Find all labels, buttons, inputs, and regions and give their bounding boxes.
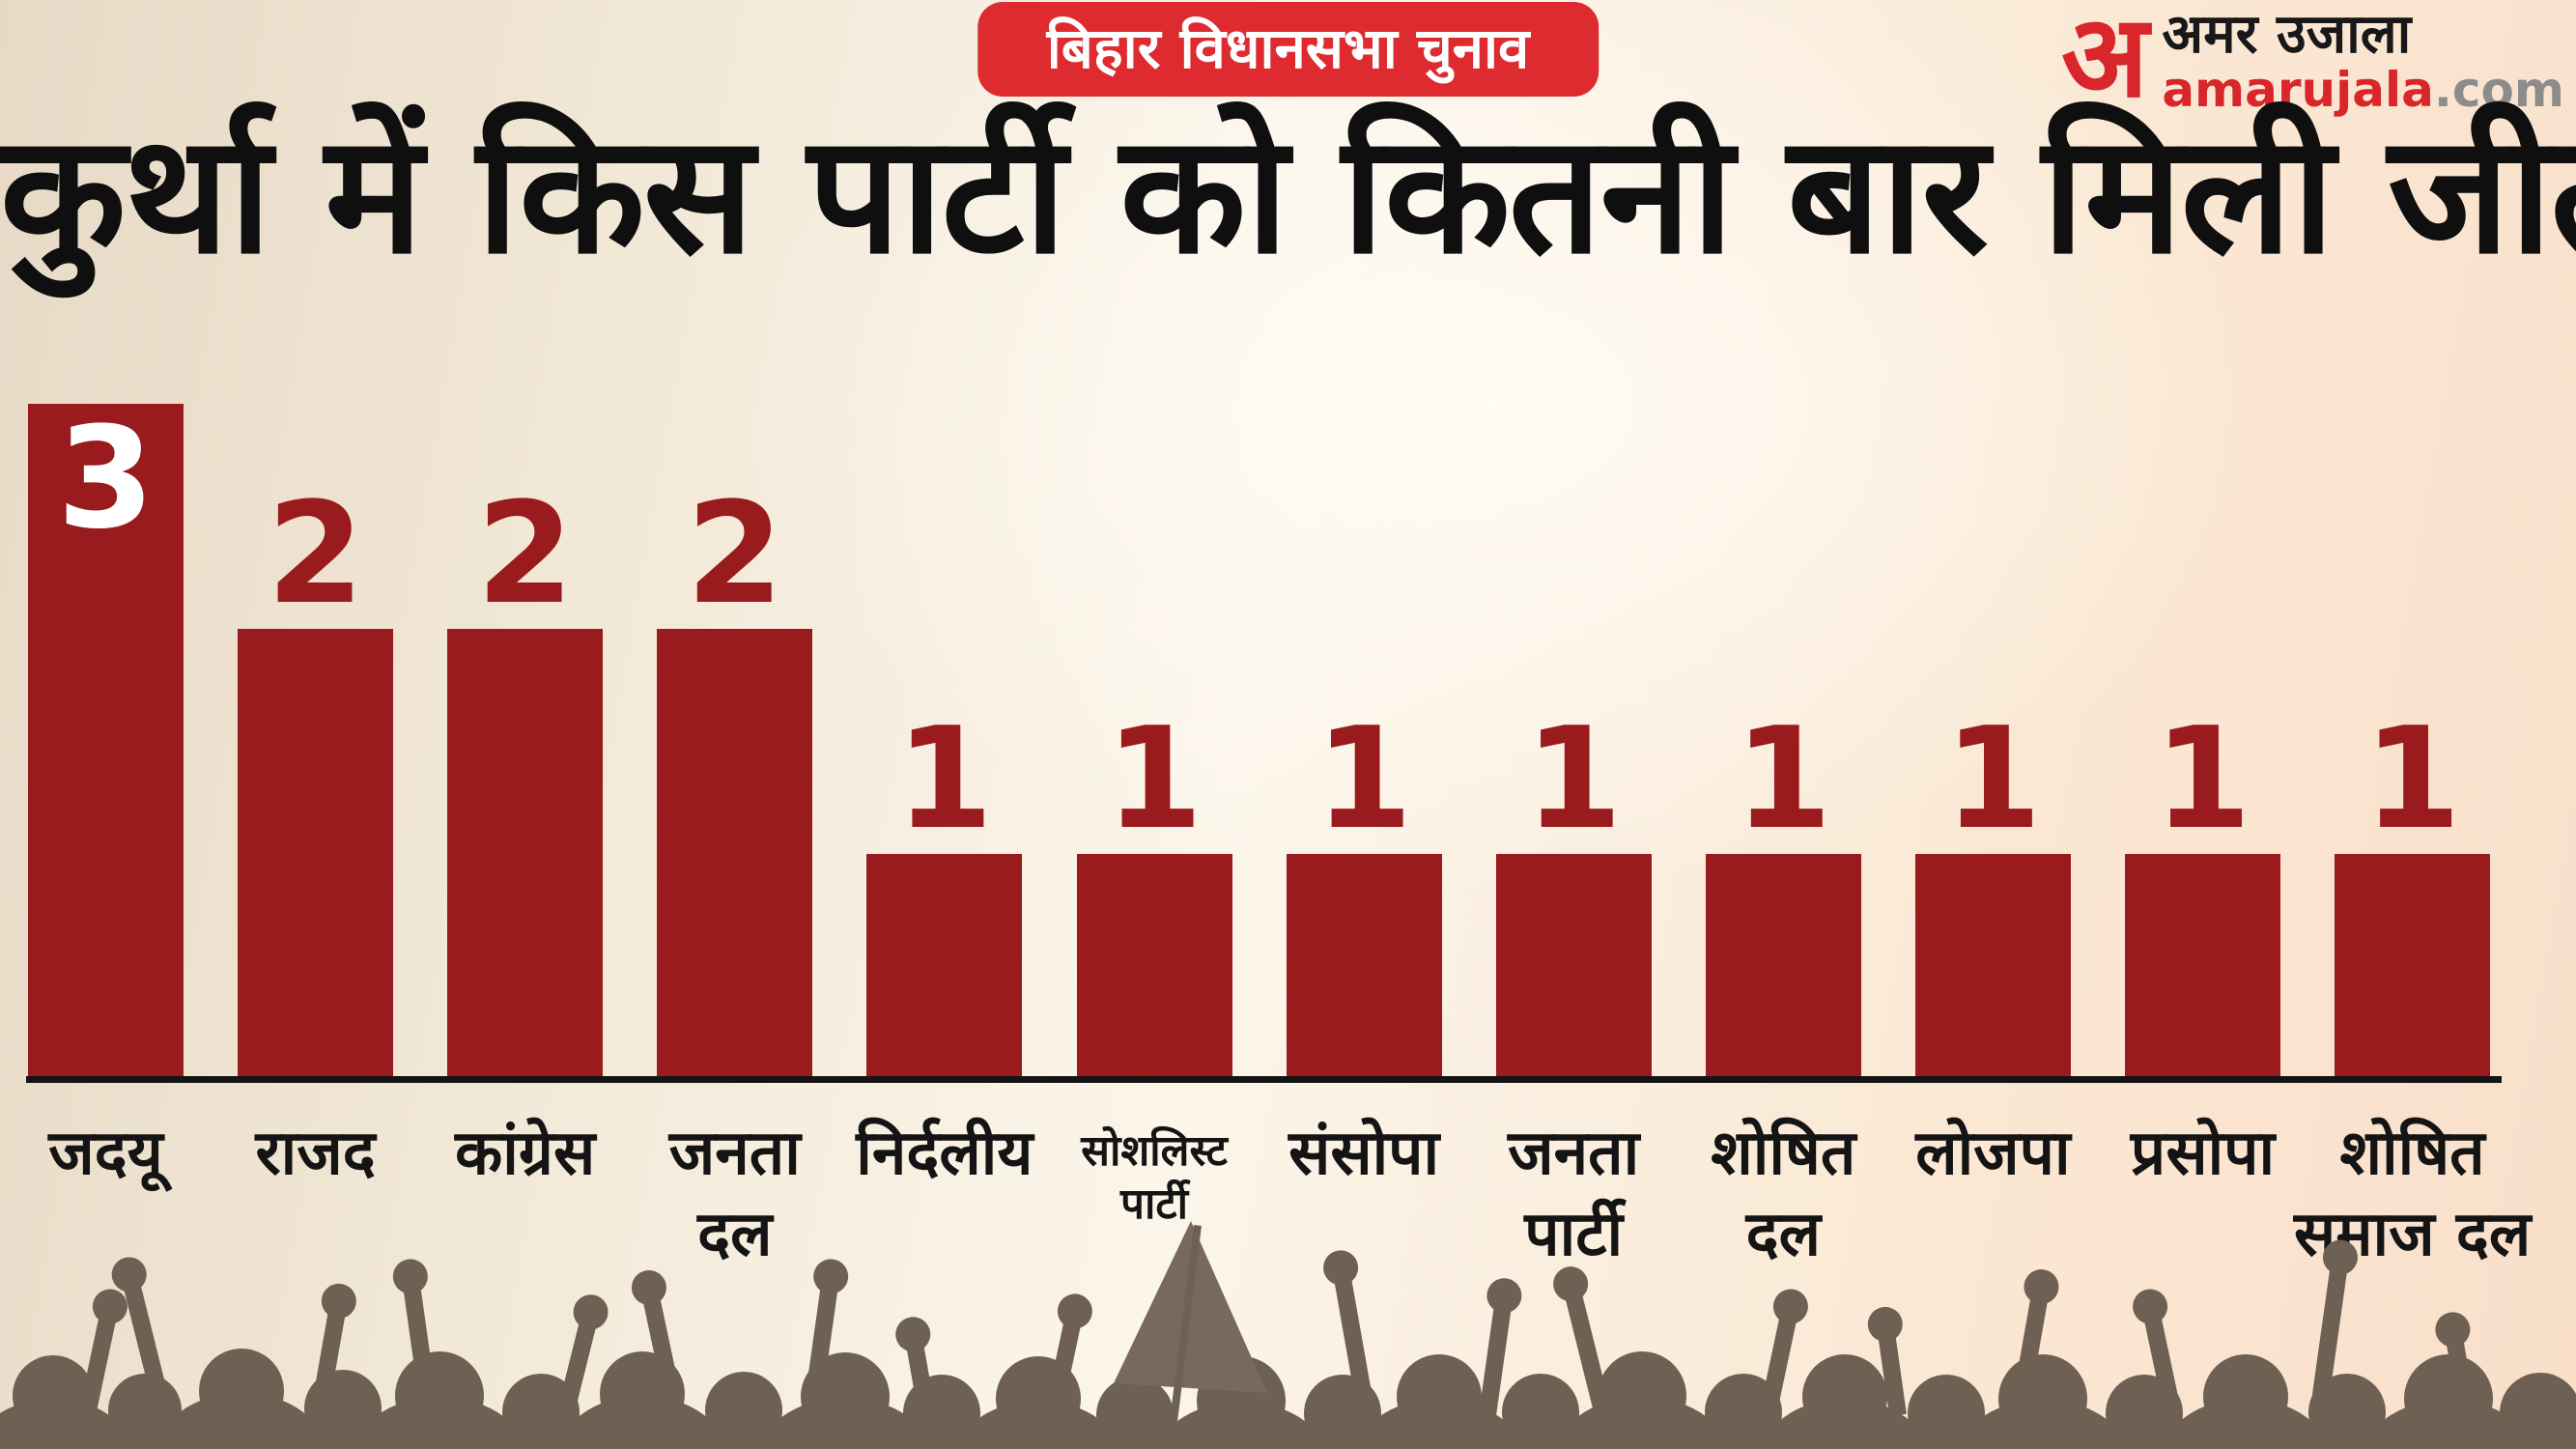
bar (1495, 854, 1652, 1079)
bar-category-label: शोषित दल (1711, 1118, 1856, 1271)
bar (447, 629, 604, 1079)
bar (1286, 854, 1442, 1079)
bar-category-label: प्रसोपा (2130, 1118, 2276, 1189)
flag-icon (1114, 1221, 1267, 1449)
bar-category-label: सोशलिस्ट पार्टी (1081, 1126, 1228, 1229)
bar-value-label: 3 (57, 397, 155, 560)
bar (866, 854, 1023, 1079)
bar (2125, 854, 2280, 1079)
bar-value-label: 1 (1943, 697, 2042, 861)
header-badge-label: बिहार विधानसभा चुनाव (1046, 15, 1530, 81)
bar (1076, 854, 1232, 1079)
header-badge: बिहार विधानसभा चुनाव (977, 2, 1599, 97)
bar-category-label: जनता पार्टी (1508, 1118, 1640, 1271)
bar (657, 629, 813, 1079)
bar-category-label: शोषित समाज दल (2293, 1118, 2532, 1271)
bar-category-label: संसोपा (1288, 1118, 1440, 1189)
bar-value-label: 1 (2154, 697, 2251, 861)
bar (238, 629, 394, 1079)
bar (2335, 854, 2491, 1079)
amarujala-logo-domain-name: amarujala (2162, 62, 2434, 118)
bar-category-label: कांग्रेस (455, 1118, 596, 1189)
bar (1705, 854, 1861, 1079)
bar-value-label: 1 (895, 697, 994, 861)
bar-category-label: जदयू (48, 1118, 163, 1189)
bar-value-label: 1 (1524, 697, 1623, 861)
chart-title: कुर्था में किस पार्टी को कितनी बार मिली … (0, 99, 2576, 291)
bar-value-label: 2 (267, 472, 365, 636)
crowd-silhouette (0, 1221, 2576, 1449)
bar-value-label: 1 (1734, 697, 1832, 861)
amarujala-logo-hindi-name: अमर उजाला (2162, 3, 2412, 66)
amarujala-logo: अ अमर उजाला amarujala.com (2061, 0, 2564, 123)
amarujala-logo-domain: amarujala.com (2162, 66, 2564, 114)
bar-value-label: 2 (686, 472, 784, 636)
bar-category-label: जनता दल (668, 1118, 801, 1271)
x-axis-line (26, 1076, 2502, 1083)
amarujala-logo-mark-icon: अ (2061, 0, 2149, 123)
amarujala-logo-domain-tld: .com (2433, 62, 2564, 118)
bar-value-label: 2 (476, 472, 575, 636)
bar-value-label: 1 (2364, 697, 2462, 861)
bar-value-label: 1 (1105, 697, 1203, 861)
bar-category-label: राजद (255, 1118, 376, 1189)
bar-category-label: लोजपा (1915, 1118, 2071, 1189)
bar-category-label: निर्दलीय (856, 1118, 1033, 1189)
bar-value-label: 1 (1315, 697, 1413, 861)
bar (1914, 854, 2071, 1079)
bar (28, 404, 184, 1079)
amarujala-logo-text: अमर उजाला amarujala.com (2162, 3, 2564, 115)
